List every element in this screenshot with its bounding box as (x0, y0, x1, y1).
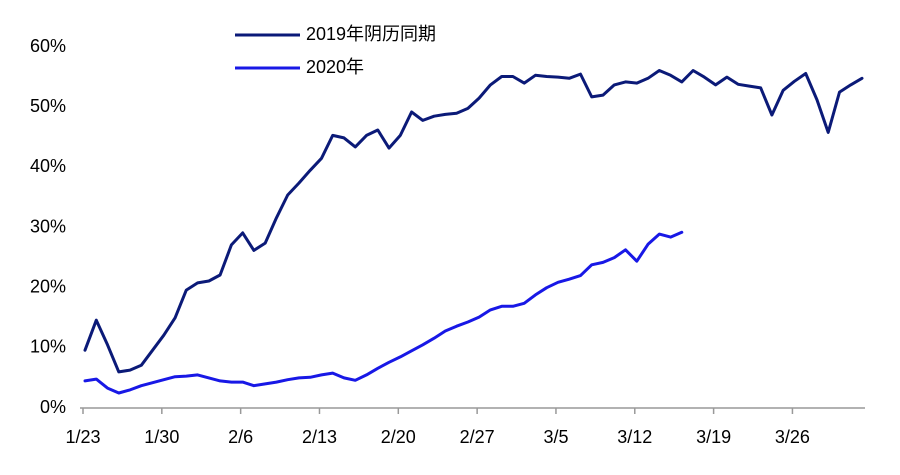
series-line (83, 69, 864, 374)
x-tick-label: 2/13 (302, 427, 337, 447)
y-tick-label: 40% (30, 156, 66, 176)
x-tick-label: 1/23 (65, 427, 100, 447)
y-tick-label: 50% (30, 96, 66, 116)
legend-label: 2019年阴历同期 (306, 24, 436, 44)
x-tick-label: 3/19 (696, 427, 731, 447)
x-tick-label: 3/12 (617, 427, 652, 447)
series-line (83, 230, 684, 395)
x-tick-label: 3/5 (543, 427, 568, 447)
x-tick-label: 2/27 (460, 427, 495, 447)
x-tick-label: 2/6 (228, 427, 253, 447)
x-tick-label: 3/26 (775, 427, 810, 447)
y-tick-label: 30% (30, 216, 66, 236)
y-tick-label: 0% (40, 397, 66, 417)
y-tick-label: 60% (30, 36, 66, 56)
x-tick-label: 2/20 (381, 427, 416, 447)
y-tick-label: 20% (30, 276, 66, 296)
y-tick-label: 10% (30, 337, 66, 357)
x-tick-label: 1/30 (144, 427, 179, 447)
legend-label: 2020年 (306, 57, 364, 77)
